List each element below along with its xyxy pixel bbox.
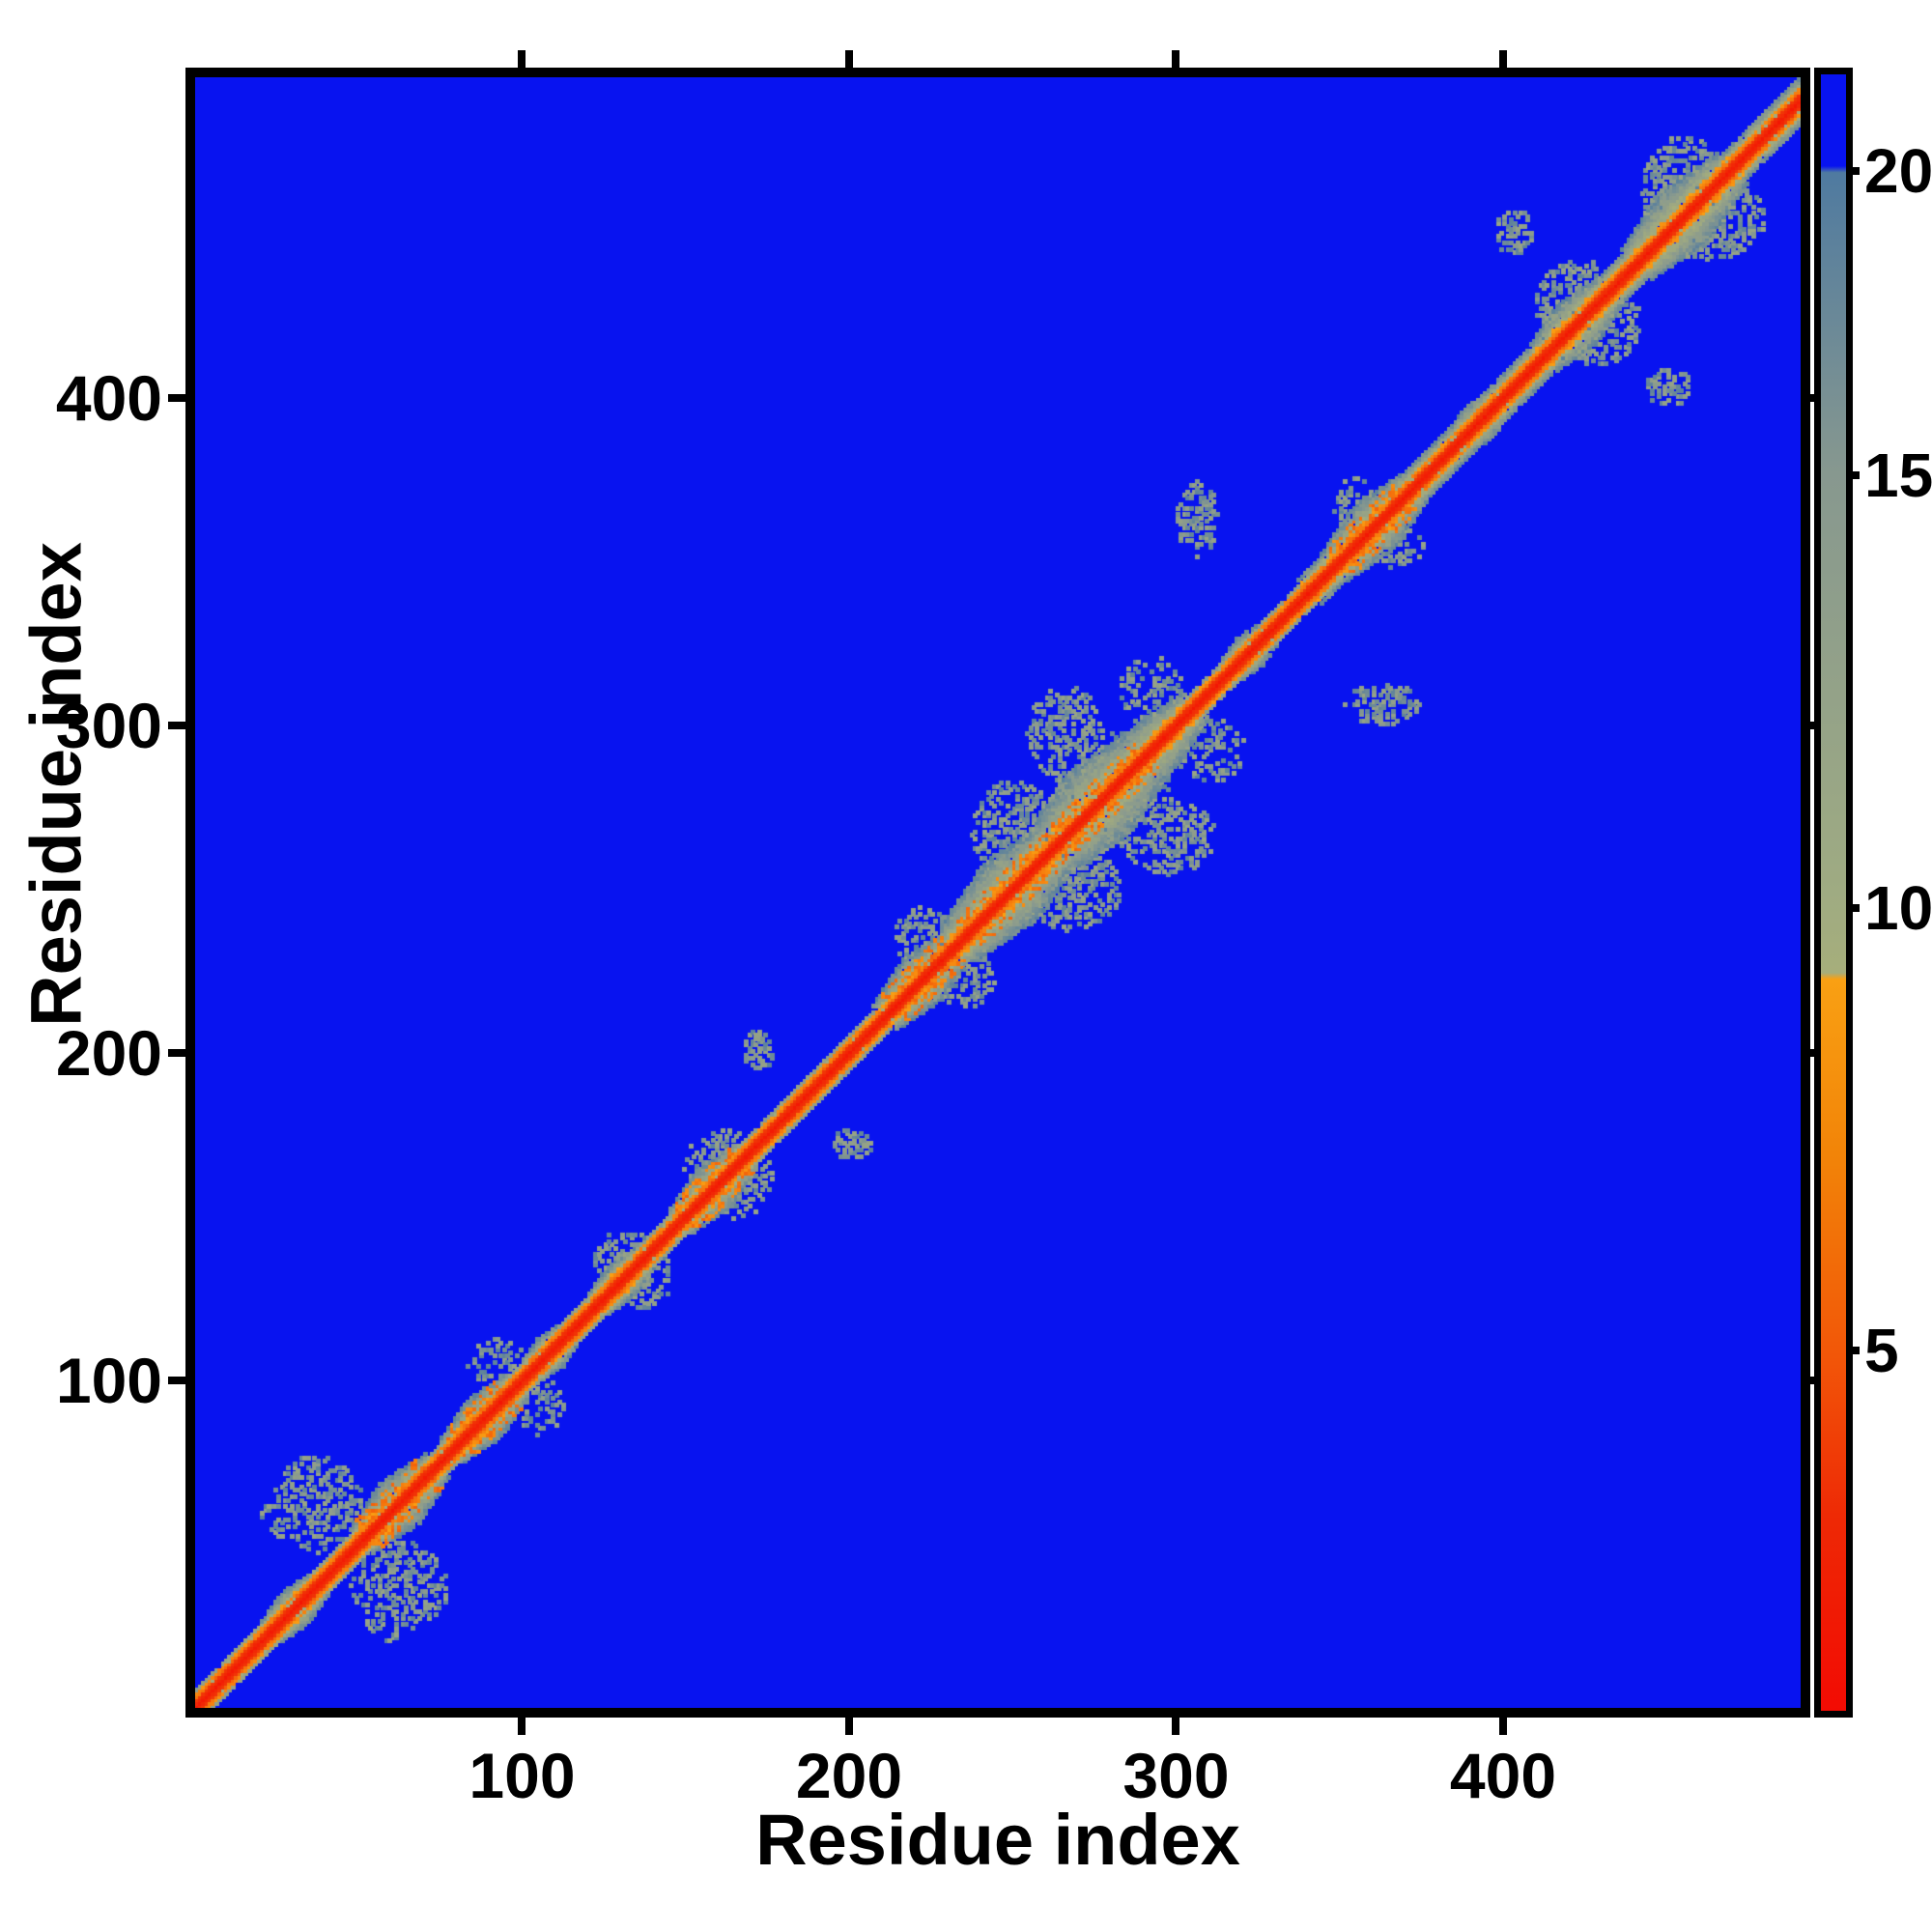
x-tick-mark (1172, 1718, 1180, 1735)
x-tick-mark (1498, 1718, 1507, 1735)
heatmap-canvas (195, 77, 1801, 1708)
x-tick-mark-top (518, 50, 526, 68)
colorbar-tick-mark (1846, 470, 1860, 479)
y-tick-label: 400 (55, 362, 162, 435)
x-tick-mark (518, 1718, 526, 1735)
x-axis-label: Residue index (755, 1800, 1240, 1880)
colorbar (1814, 68, 1853, 1718)
y-axis-label: Residue index (15, 542, 97, 1027)
x-tick-label: 300 (1122, 1740, 1230, 1811)
colorbar-tick-label: 15 (1864, 440, 1932, 510)
y-tick-mark (168, 394, 185, 403)
x-tick-mark (844, 1718, 853, 1735)
x-tick-label: 100 (469, 1740, 576, 1811)
y-tick-label: 200 (55, 1017, 162, 1090)
colorbar-tick-mark (1846, 1347, 1860, 1355)
colorbar-tick-mark (1846, 904, 1860, 913)
colorbar-tick-label: 10 (1864, 873, 1932, 944)
y-tick-mark (168, 1377, 185, 1385)
x-tick-label: 200 (795, 1740, 903, 1811)
x-tick-label: 400 (1449, 1740, 1557, 1811)
y-tick-label: 100 (55, 1345, 162, 1417)
y-tick-mark (168, 722, 185, 730)
y-tick-label: 300 (55, 690, 162, 762)
colorbar-tick-mark (1846, 167, 1860, 176)
colorbar-gradient (1821, 74, 1846, 1711)
x-tick-mark-top (1172, 50, 1180, 68)
y-tick-mark (168, 1049, 185, 1058)
colorbar-tick-label: 20 (1864, 136, 1932, 207)
x-tick-mark-top (1498, 50, 1507, 68)
colorbar-tick-label: 5 (1864, 1316, 1899, 1386)
x-tick-mark-top (844, 50, 853, 68)
